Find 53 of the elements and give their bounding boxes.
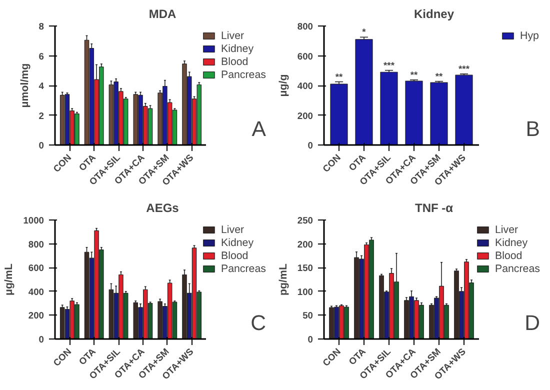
chart-title: AEGs [146,201,180,215]
y-tick-label: 150 [297,263,314,274]
y-tick-label: 200 [28,310,44,321]
y-tick-label: 2 [38,110,44,121]
legend-label: Liver [220,30,244,42]
chart-title: Kidney [414,7,454,21]
legend-label: Liver [494,224,518,236]
y-axis-title: μg/g [277,74,290,97]
chart-title: TNF -α [414,201,454,215]
y-tick-label: 600 [28,263,44,274]
text: B [526,117,540,141]
y-axis-title: pg/mL [277,263,290,296]
legend-label: Blood [220,56,248,68]
legend-label: Pancreas [494,263,540,275]
y-tick-label: 200 [297,110,314,121]
legend-label: Liver [220,224,244,236]
legend-label: Blood [494,250,522,262]
text: C [250,311,266,335]
y-tick-label: 400 [297,81,314,91]
y-axis-title: μg/mL [3,263,16,296]
legend-label: Kidney [220,43,254,55]
annotation: ** [335,72,343,82]
y-tick-label: 0 [308,140,314,150]
y-tick-label: 1000 [23,216,44,226]
annotation: *** [458,64,470,74]
text: D [524,311,540,335]
legend-label: Kidney [494,237,528,249]
y-tick-label: 400 [28,286,44,297]
legend-label: Hyp [520,30,540,42]
y-tick-label: 0 [38,334,44,344]
legend-label: Pancreas [220,263,266,275]
chart-title: MDA [148,7,176,21]
legend-label: Pancreas [220,69,266,81]
y-tick-label: 0 [38,140,44,150]
y-tick-label: 250 [297,216,314,226]
y-tick-label: 6 [38,51,44,62]
y-tick-label: 200 [297,239,314,250]
y-tick-label: 50 [302,310,314,321]
y-tick-label: 0 [308,334,314,344]
legend-label: Blood [220,250,248,262]
y-tick-label: 800 [297,22,314,32]
annotation: ** [435,71,443,82]
y-axis-title: μmol/mg [18,63,31,108]
annotation: ** [410,70,418,80]
y-tick-label: 600 [297,51,314,62]
y-tick-label: 8 [38,22,44,32]
y-tick-label: 100 [297,286,314,297]
annotation: * [362,27,366,38]
y-tick-label: 4 [38,81,45,91]
text: A [252,117,267,141]
annotation: *** [384,60,395,70]
legend-label: Kidney [220,237,254,249]
y-tick-label: 800 [28,239,44,250]
